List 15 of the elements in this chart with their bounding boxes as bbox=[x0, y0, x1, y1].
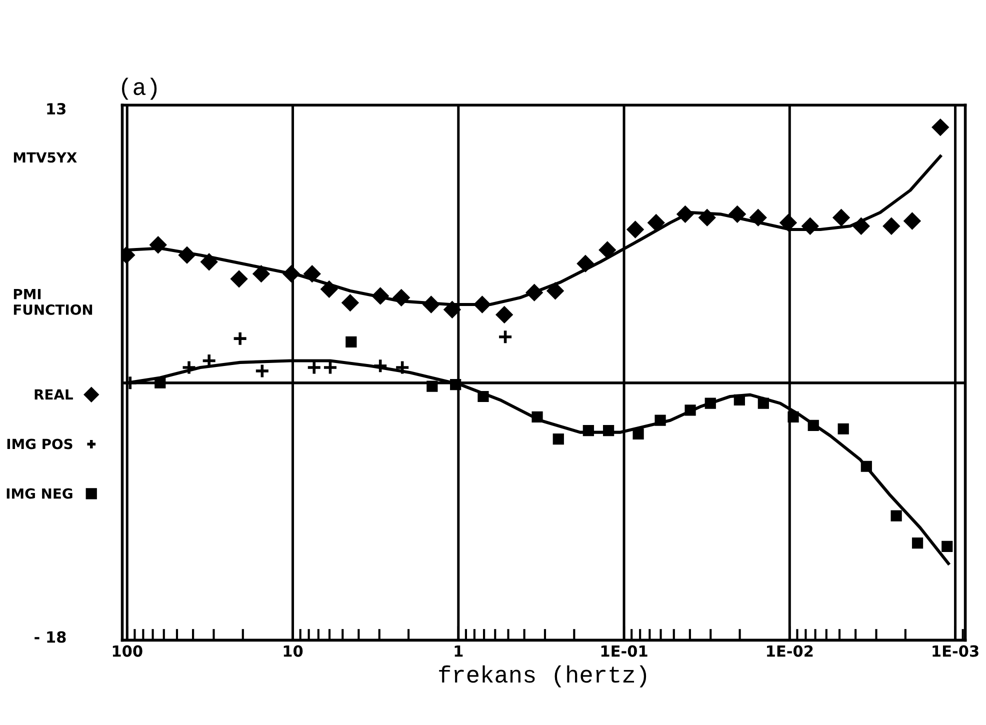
legend-label: IMG POS bbox=[7, 438, 72, 450]
x-tick-label: 100 bbox=[112, 645, 142, 657]
text: MTV5YX bbox=[14, 152, 77, 163]
y-tick-label: 13 bbox=[47, 103, 66, 115]
chart-title: (a) bbox=[122, 78, 157, 100]
legend-label: REAL bbox=[34, 389, 73, 400]
x-tick-label: 1E-02 bbox=[767, 645, 813, 657]
x-tick-label: 10 bbox=[284, 645, 303, 657]
x-tick-label: 1 bbox=[454, 646, 463, 657]
y-axis-title: PMI FUNCTION bbox=[14, 289, 92, 315]
y-tick-label: - 18 bbox=[34, 631, 66, 643]
legend-label: IMG NEG bbox=[6, 488, 72, 499]
x-tick-label: 1E-03 bbox=[932, 645, 978, 657]
x-tick-label: 1E-01 bbox=[601, 645, 648, 657]
x-axis-title: frekans (hertz) bbox=[439, 665, 646, 688]
